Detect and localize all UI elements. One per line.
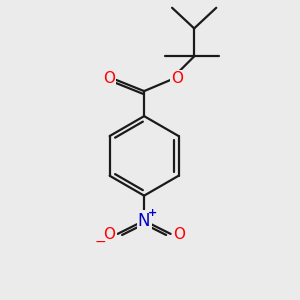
Text: O: O <box>171 71 183 86</box>
Text: O: O <box>103 227 116 242</box>
Text: O: O <box>103 71 115 86</box>
Text: +: + <box>148 208 158 218</box>
Text: N: N <box>138 212 150 230</box>
Text: −: − <box>95 235 106 249</box>
Text: O: O <box>173 227 185 242</box>
